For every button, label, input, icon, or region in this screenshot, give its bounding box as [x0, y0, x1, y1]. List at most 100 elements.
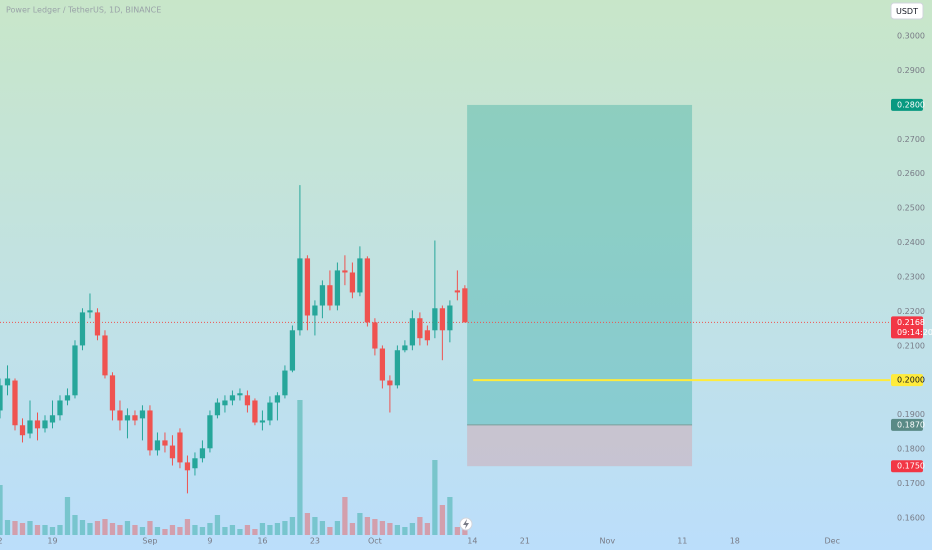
candle-body: [387, 380, 393, 386]
x-tick-label: 21: [520, 537, 530, 546]
currency-button[interactable]: [890, 2, 924, 20]
countdown-label: 09:14:20: [897, 328, 932, 337]
candle-body: [0, 385, 3, 411]
volume-bar: [304, 513, 311, 535]
candle-body: [304, 258, 311, 316]
volume-bar: [327, 527, 333, 535]
candle-body: [27, 420, 33, 434]
candle-body: [432, 308, 438, 331]
x-tick-label: 19: [47, 537, 57, 546]
candle-body: [124, 415, 131, 421]
candle-body: [117, 410, 123, 421]
candle-body: [312, 305, 318, 316]
candle-body: [162, 440, 168, 446]
candle-body: [244, 395, 251, 406]
candle-body: [267, 402, 273, 421]
position-profit-zone: [467, 104, 693, 425]
volume-bar: [282, 521, 288, 535]
volume-bar: [109, 523, 116, 535]
candle-body: [147, 410, 153, 451]
volume-bar: [447, 497, 453, 535]
candle-body: [439, 308, 445, 331]
y-tick-label: 0.1700: [897, 479, 925, 488]
volume-bar: [12, 521, 18, 535]
candle-body: [289, 330, 296, 371]
volume-bar: [19, 523, 26, 535]
candle-body: [192, 458, 198, 469]
candle-body: [12, 380, 18, 426]
target-price-label: 0.2800: [897, 100, 925, 109]
entry-price-label-bg: [891, 418, 923, 431]
volume-bar: [169, 525, 176, 535]
candle-body: [4, 378, 11, 386]
currency-label[interactable]: USDT: [896, 7, 918, 16]
volume-bar: [274, 523, 281, 535]
candle-body: [342, 270, 348, 273]
candle-body: [327, 285, 333, 306]
candle-body: [222, 400, 228, 406]
volume-bar: [207, 523, 213, 535]
volume-bar: [252, 529, 258, 535]
candle-body: [132, 415, 138, 421]
y-tick-label: 0.2500: [897, 204, 925, 213]
volume-bar: [87, 523, 93, 535]
volume-bar: [42, 525, 48, 535]
candle-body: [334, 270, 341, 306]
volume-bar: [57, 525, 63, 535]
candle-body: [364, 258, 371, 323]
candle-body: [169, 445, 176, 459]
volume-bar: [177, 527, 183, 535]
y-tick-label: 0.2700: [897, 135, 925, 144]
volume-bar: [439, 505, 445, 535]
volume-bar: [27, 521, 33, 535]
x-tick-label: Nov: [600, 537, 616, 546]
volume-bar: [387, 523, 393, 535]
volume-bar: [222, 527, 228, 535]
replay-icon[interactable]: [459, 517, 473, 531]
x-tick-label: 9: [207, 537, 212, 546]
candle-body: [379, 348, 386, 381]
hline-price-label: 0.2000: [897, 376, 925, 385]
x-tick-label: 11: [677, 537, 687, 546]
y-tick-label: 0.1900: [897, 410, 925, 419]
candle-body: [102, 335, 108, 376]
candle-body: [424, 330, 431, 341]
volume-bar: [192, 525, 198, 535]
volume-bar: [319, 521, 326, 535]
y-tick-label: 0.1800: [897, 444, 925, 453]
volume-bar: [462, 529, 468, 535]
stop-price-label: 0.1750: [897, 462, 925, 471]
candle-body: [349, 272, 356, 293]
hline-price-label-bg: [891, 374, 923, 387]
candle-body: [252, 400, 258, 423]
candle-body: [34, 420, 41, 429]
volume-bar: [237, 529, 243, 535]
volume-bar: [244, 525, 251, 535]
x-tick-label: 16: [257, 537, 267, 546]
y-tick-label: 0.3000: [897, 32, 925, 41]
candle-body: [274, 395, 281, 403]
volume-bar: [424, 523, 431, 535]
x-tick-label: 2: [0, 537, 3, 546]
volume-bar: [372, 519, 378, 535]
x-tick-label: Oct: [368, 537, 382, 546]
volume-bar: [199, 527, 206, 535]
candle-body: [417, 318, 423, 339]
volume-bar: [64, 497, 71, 535]
y-tick-label: 0.2300: [897, 272, 925, 281]
candle-body: [109, 375, 116, 411]
current-price-label: 0.2168: [897, 318, 925, 327]
volume-bar: [432, 460, 438, 535]
candle-body: [57, 400, 63, 416]
volume-bar: [379, 521, 386, 535]
x-tick-label: 18: [730, 537, 740, 546]
candle-body: [447, 305, 453, 331]
x-tick-label: Dec: [825, 537, 840, 546]
volume-bar: [364, 517, 371, 535]
volume-bar: [162, 529, 168, 535]
volume-bar: [297, 400, 303, 535]
candle-body: [372, 322, 378, 349]
